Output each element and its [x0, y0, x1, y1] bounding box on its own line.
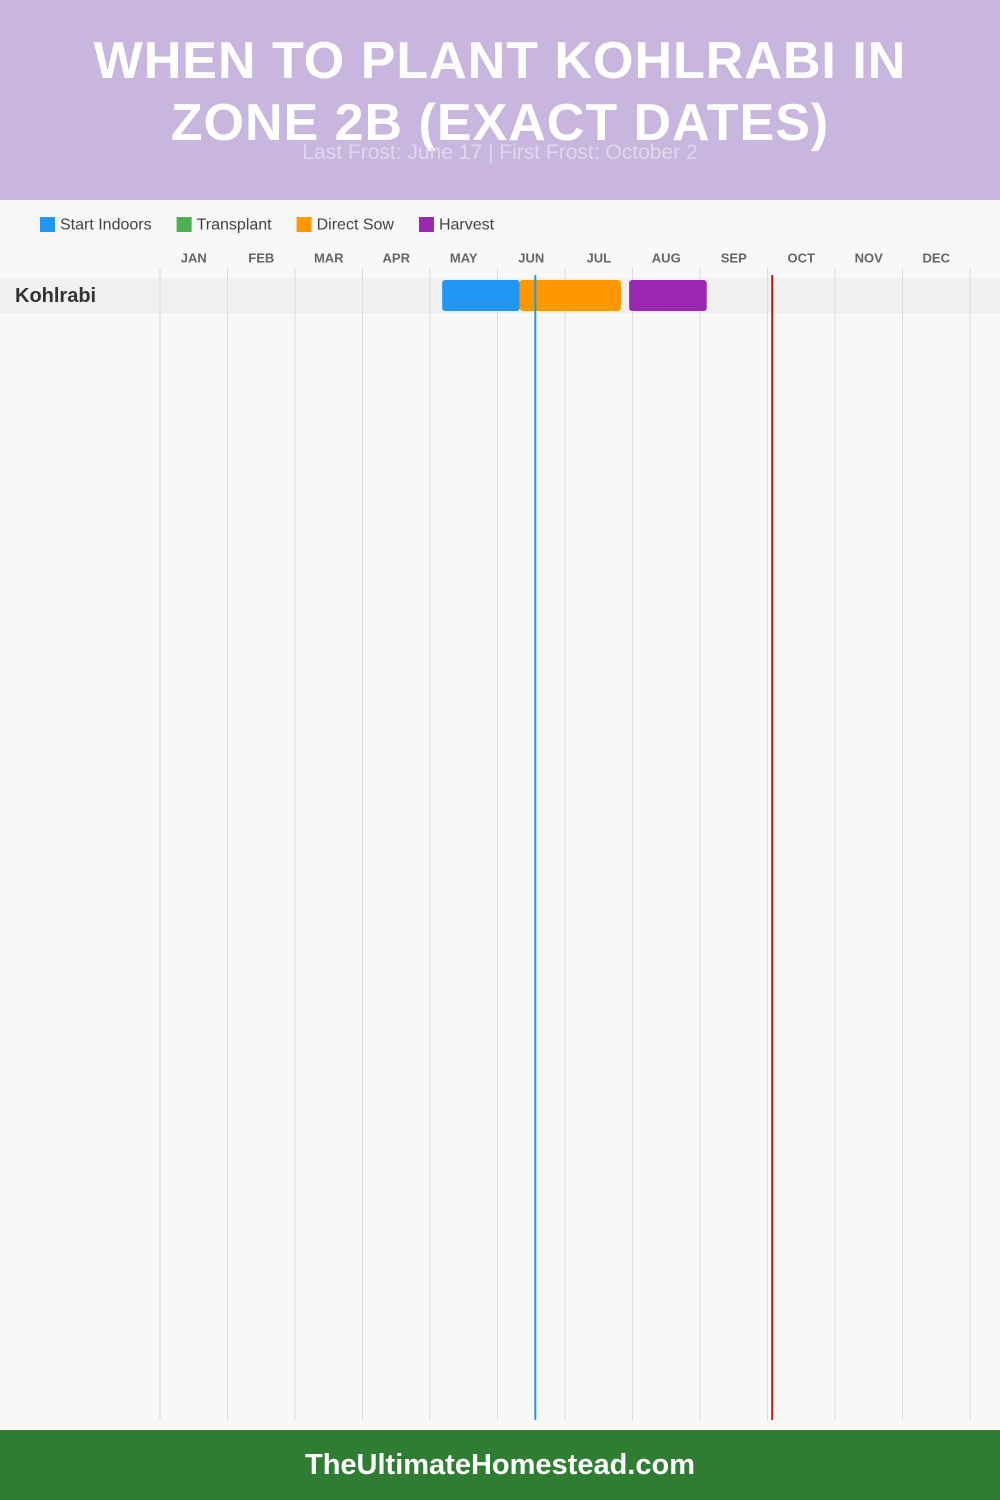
legend-label: Transplant [197, 217, 273, 234]
x-tick-label: FEB [248, 250, 274, 265]
x-tick-label: AUG [652, 250, 681, 265]
chart: Start Indoors Transplant Direct Sow Harvest… [0, 217, 1000, 1420]
legend-label: Start Indoors [60, 217, 152, 234]
x-tick-label: MAY [450, 250, 478, 265]
legend-swatch [296, 217, 312, 232]
legend-swatch [40, 217, 55, 232]
bar [519, 280, 622, 311]
x-tick-label: MAR [314, 250, 344, 265]
row-label: Kohlrabi [15, 285, 96, 307]
x-tick-label: JUN [518, 250, 544, 265]
legend-swatch [418, 217, 434, 232]
bar [629, 280, 707, 311]
footer: TheUltimateHomestead.com [0, 1430, 1000, 1500]
x-tick-label: NOV [855, 250, 884, 265]
legend-label: Harvest [439, 217, 495, 234]
legend-swatch [176, 217, 192, 232]
x-tick-label: OCT [788, 250, 816, 265]
chart-subtitle: Last Frost: June 17 | First Frost: Octob… [302, 141, 698, 164]
x-tick-label: SEP [721, 250, 747, 265]
legend-label: Direct Sow [317, 217, 395, 234]
x-tick-label: APR [383, 250, 411, 265]
x-tick-label: DEC [923, 250, 951, 265]
chart-title: WHEN TO PLANT KOHLRABI IN ZONE 2B (EXACT… [93, 32, 907, 152]
header: WHEN TO PLANT KOHLRABI IN ZONE 2B (EXACT… [0, 0, 1000, 200]
bar [442, 280, 520, 311]
x-tick-label: JUL [586, 250, 611, 265]
x-tick-label: JAN [181, 250, 207, 265]
